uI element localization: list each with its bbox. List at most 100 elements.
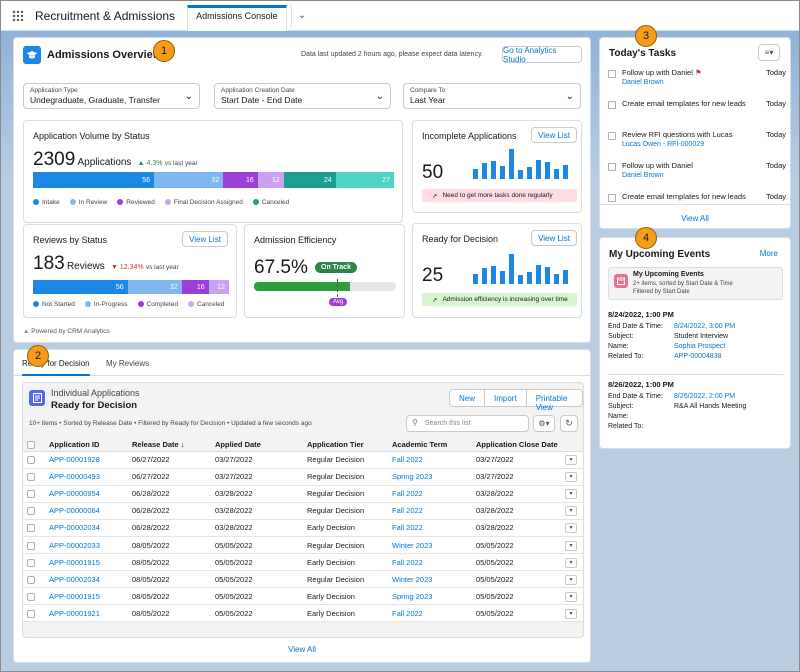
select-all-checkbox[interactable] xyxy=(27,440,35,449)
select-all-header[interactable] xyxy=(23,438,45,452)
row-select-cell[interactable] xyxy=(23,502,45,520)
row-menu-chevron-icon[interactable]: ▾ xyxy=(565,506,577,517)
table-cell[interactable]: Fall 2022 xyxy=(388,451,472,469)
task-checkbox[interactable] xyxy=(608,132,616,140)
task-text[interactable]: Create email templates for new leads xyxy=(622,99,746,108)
row-actions-cell[interactable]: ▾ xyxy=(561,604,583,623)
task-item[interactable]: Follow up with Daniel ⚑ Daniel Brown Today xyxy=(608,66,786,96)
row-menu-chevron-icon[interactable]: ▾ xyxy=(565,455,577,466)
row-select-cell[interactable] xyxy=(23,536,45,555)
tab-admissions-console[interactable]: Admissions Console xyxy=(187,4,287,31)
search-list-input[interactable]: ⚲ Search this list xyxy=(406,415,529,432)
col-application-close-date[interactable]: Application Close Date xyxy=(472,438,561,452)
row-actions-cell[interactable]: ▾ xyxy=(561,451,583,469)
chevron-down-icon[interactable]: ⌄ xyxy=(290,4,313,27)
col-application-id[interactable]: Application ID xyxy=(45,438,128,452)
row-actions-cell[interactable]: ▾ xyxy=(561,553,583,572)
table-row[interactable]: APP-00001928 06/27/2022 03/27/2022 Regular … xyxy=(23,451,583,469)
event-header[interactable]: 8/24/2022, 1:00 PM xyxy=(608,310,674,319)
event-field-value[interactable]: APP-00004838 xyxy=(674,353,722,360)
task-text[interactable]: Follow up with Daniel xyxy=(622,161,693,170)
row-checkbox[interactable] xyxy=(27,541,35,550)
task-item[interactable]: Create email templates for new leads Toda… xyxy=(608,190,786,220)
row-actions-cell[interactable]: ▾ xyxy=(561,502,583,520)
table-row[interactable]: APP-00000493 06/27/2022 03/27/2022 Regular … xyxy=(23,468,583,486)
event-field-value[interactable]: 8/24/2022, 3:00 PM xyxy=(674,323,736,330)
analytics-studio-button[interactable]: Go to Analytics Studio xyxy=(502,46,582,64)
table-cell[interactable]: APP-00000064 xyxy=(45,502,128,520)
table-row[interactable]: APP-00001921 08/05/2022 05/05/2022 Early De… xyxy=(23,604,583,623)
task-related-link[interactable]: Lucas Owen - RFI-000029 xyxy=(622,141,705,148)
row-select-cell[interactable] xyxy=(23,451,45,469)
table-row[interactable]: APP-00000954 06/28/2022 03/28/2022 Regular … xyxy=(23,485,583,503)
application-type-filter[interactable]: Application Type Undegraduate, Graduate,… xyxy=(23,83,200,109)
task-checkbox[interactable] xyxy=(608,163,616,171)
task-item[interactable]: Create email templates for new leads Toda… xyxy=(608,97,786,127)
creation-date-filter[interactable]: Application Creation Date Start Date - E… xyxy=(214,83,391,109)
ready-view-list-button[interactable]: View List xyxy=(531,230,577,246)
row-select-cell[interactable] xyxy=(23,519,45,537)
col-applied-date[interactable]: Applied Date xyxy=(211,438,303,452)
table-cell[interactable]: Fall 2022 xyxy=(388,502,472,520)
task-item[interactable]: Follow up with Daniel Daniel Brown Today xyxy=(608,159,786,189)
row-checkbox[interactable] xyxy=(27,456,35,465)
task-related-link[interactable]: Daniel Brown xyxy=(622,172,664,179)
table-cell[interactable]: APP-00001915 xyxy=(45,587,128,606)
refresh-icon[interactable]: ↻ xyxy=(560,415,578,432)
incomplete-view-list-button[interactable]: View List xyxy=(531,127,577,143)
table-cell[interactable]: Fall 2022 xyxy=(388,604,472,623)
printable-view-button[interactable]: Printable View xyxy=(535,394,568,412)
app-launcher-icon[interactable] xyxy=(1,1,35,31)
table-cell[interactable]: Spring 2023 xyxy=(388,468,472,486)
task-text[interactable]: Create email templates for new leads xyxy=(622,192,746,201)
table-row[interactable]: APP-00002034 06/28/2022 03/28/2022 Early De… xyxy=(23,519,583,537)
row-checkbox[interactable] xyxy=(27,609,35,618)
event-header[interactable]: 8/26/2022, 1:00 PM xyxy=(608,380,674,389)
row-checkbox[interactable] xyxy=(27,490,35,499)
row-actions-cell[interactable]: ▾ xyxy=(561,587,583,606)
row-select-cell[interactable] xyxy=(23,587,45,606)
table-cell[interactable]: APP-00000493 xyxy=(45,468,128,486)
table-cell[interactable]: APP-00002034 xyxy=(45,519,128,537)
compare-to-filter[interactable]: Compare To Last Year ⌄ xyxy=(403,83,581,109)
new-button[interactable]: New xyxy=(450,390,486,406)
events-more-link[interactable]: More xyxy=(759,249,778,258)
table-cell[interactable]: Winter 2023 xyxy=(388,570,472,589)
row-actions-cell[interactable]: ▾ xyxy=(561,485,583,503)
col-academic-term[interactable]: Academic Term xyxy=(388,438,472,452)
table-cell[interactable]: APP-00001928 xyxy=(45,451,128,469)
row-checkbox[interactable] xyxy=(27,507,35,516)
task-text[interactable]: Review RFI questions with Lucas xyxy=(622,130,733,139)
event-field-value[interactable]: 8/26/2022, 2:00 PM xyxy=(674,393,736,400)
row-actions-cell[interactable]: ▾ xyxy=(561,519,583,537)
tab-ready-for-decision[interactable]: Ready for Decision xyxy=(22,350,90,376)
col-application-tier[interactable]: Application Tier xyxy=(303,438,388,452)
col-release-date[interactable]: Release Date ↓ xyxy=(128,438,211,452)
event-field-value[interactable]: Sophia Prospect xyxy=(674,343,726,350)
table-cell[interactable]: APP-00001921 xyxy=(45,604,128,623)
table-cell[interactable]: Spring 2023 xyxy=(388,587,472,606)
row-select-cell[interactable] xyxy=(23,570,45,589)
row-select-cell[interactable] xyxy=(23,604,45,623)
table-row[interactable]: APP-00002033 08/05/2022 05/05/2022 Regular … xyxy=(23,536,583,555)
list-view-all-link[interactable]: View All xyxy=(288,645,316,654)
row-menu-chevron-icon[interactable]: ▾ xyxy=(565,574,577,585)
row-menu-chevron-icon[interactable]: ▾ xyxy=(565,472,577,483)
row-checkbox[interactable] xyxy=(27,473,35,482)
row-checkbox[interactable] xyxy=(27,524,35,533)
task-checkbox[interactable] xyxy=(608,101,616,109)
table-cell[interactable]: Fall 2022 xyxy=(388,553,472,572)
row-checkbox[interactable] xyxy=(27,592,35,601)
row-actions-cell[interactable]: ▾ xyxy=(561,570,583,589)
table-cell[interactable]: APP-00001915 xyxy=(45,553,128,572)
task-sort-icon[interactable]: ≡▾ xyxy=(758,44,780,61)
reviews-view-list-button[interactable]: View List xyxy=(182,231,228,247)
table-row[interactable]: APP-00001915 08/05/2022 05/05/2022 Early De… xyxy=(23,587,583,606)
row-menu-chevron-icon[interactable]: ▾ xyxy=(565,591,577,602)
table-cell[interactable]: APP-00002033 xyxy=(45,536,128,555)
row-menu-chevron-icon[interactable]: ▾ xyxy=(565,540,577,551)
table-cell[interactable]: APP-00002034 xyxy=(45,570,128,589)
tab-my-reviews[interactable]: My Reviews xyxy=(106,359,150,368)
table-row[interactable]: APP-00002034 08/05/2022 05/05/2022 Regular … xyxy=(23,570,583,589)
table-row[interactable]: APP-00000064 06/28/2022 03/28/2022 Regular … xyxy=(23,502,583,520)
